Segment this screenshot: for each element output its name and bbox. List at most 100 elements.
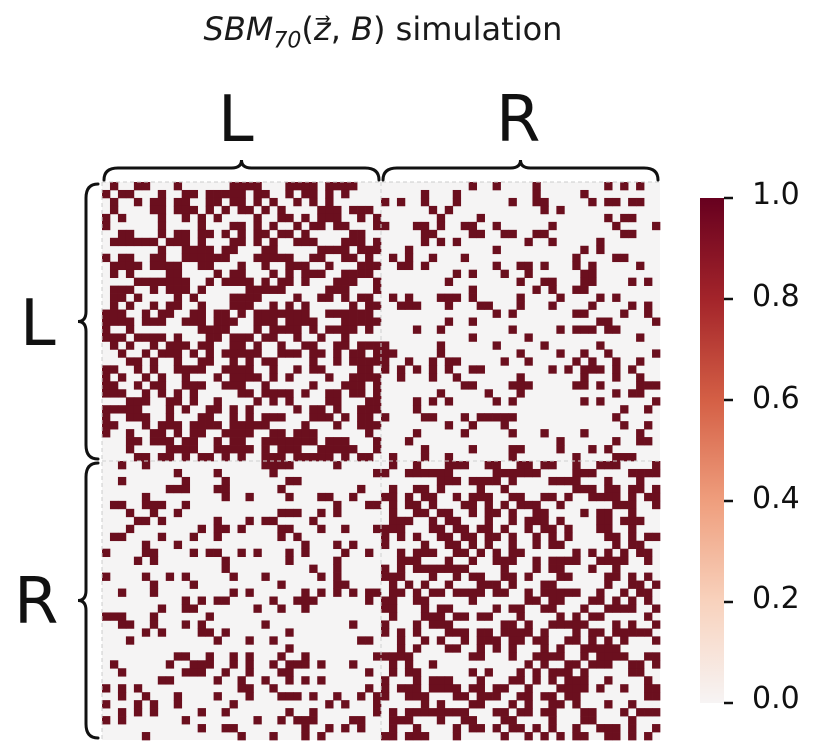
heatmap-cells: [102, 182, 661, 741]
heatmap-cell: [165, 341, 175, 350]
heatmap-cell: [540, 652, 549, 661]
heatmap-cell: [404, 708, 414, 717]
heatmap-cell: [508, 652, 517, 661]
heatmap-cell: [197, 429, 206, 438]
heatmap-cell: [365, 301, 374, 310]
heatmap-cell: [612, 373, 621, 382]
heatmap-cell: [285, 461, 294, 470]
colorbar-tick-label: 0.8: [752, 279, 800, 314]
heatmap-cell: [165, 572, 175, 581]
heatmap-cell: [261, 189, 270, 199]
heatmap-cell: [436, 325, 446, 334]
heatmap-cell: [157, 205, 167, 215]
heatmap-cell: [229, 413, 238, 422]
heatmap-cell: [492, 692, 501, 701]
heatmap-cell: [325, 205, 334, 215]
heatmap-cell: [357, 229, 366, 239]
heatmap-cell: [524, 468, 533, 478]
heatmap-cell: [412, 484, 422, 494]
heatmap-cell: [141, 389, 151, 398]
heatmap-cell: [285, 277, 294, 286]
heatmap-cell: [173, 237, 183, 247]
heatmap-cell: [245, 293, 254, 302]
heatmap-cell: [157, 604, 167, 613]
heatmap-cell: [189, 381, 199, 390]
heatmap-cell: [420, 596, 430, 605]
heatmap-cell: [333, 213, 342, 223]
heatmap-cell: [325, 453, 334, 462]
heatmap-cell: [516, 349, 525, 358]
heatmap-cell: [189, 532, 199, 542]
heatmap-cell: [157, 317, 167, 326]
heatmap-cell: [221, 453, 230, 462]
heatmap-cell: [333, 277, 342, 286]
heatmap-cell: [612, 461, 621, 470]
heatmap-cell: [476, 572, 485, 581]
heatmap-cell: [436, 588, 446, 597]
heatmap-cell: [269, 429, 278, 438]
heatmap-cell: [141, 413, 151, 422]
heatmap-cell: [412, 668, 422, 677]
heatmap-cell: [428, 413, 438, 422]
heatmap-cell: [237, 237, 246, 247]
heatmap-cell: [365, 205, 374, 215]
heatmap-cell: [221, 628, 230, 637]
heatmap-cell: [572, 261, 581, 271]
heatmap-cell: [556, 516, 565, 526]
heatmap-cell: [309, 596, 318, 605]
heatmap-cell: [620, 253, 629, 263]
heatmap-cell: [540, 524, 549, 534]
heatmap-cell: [245, 389, 254, 398]
heatmap-cell: [436, 508, 446, 518]
heatmap-cell: [532, 182, 541, 191]
heatmap-cell: [476, 652, 485, 661]
heatmap-cell: [452, 644, 462, 653]
heatmap-cell: [492, 261, 501, 271]
heatmap-cell: [301, 189, 310, 199]
heatmap-cell: [588, 197, 597, 207]
heatmap-cell: [333, 397, 342, 406]
heatmap-cell: [365, 365, 374, 374]
heatmap-cell: [556, 612, 565, 621]
heatmap-cell: [365, 373, 374, 382]
heatmap-cell: [428, 548, 438, 558]
heatmap-cell: [117, 668, 127, 677]
heatmap-cell: [317, 445, 326, 454]
heatmap-cell: [205, 197, 214, 207]
heatmap-cell: [325, 293, 334, 302]
heatmap-cell: [237, 261, 246, 271]
heatmap-cell: [102, 429, 111, 438]
heatmap-cell: [125, 405, 135, 414]
heatmap-cell: [197, 421, 206, 430]
heatmap-cell: [564, 588, 573, 597]
heatmap-cell: [253, 197, 262, 207]
heatmap-cell: [253, 221, 262, 231]
heatmap-cell: [596, 508, 605, 518]
heatmap-cell: [253, 548, 262, 558]
heatmap-cell: [388, 293, 398, 302]
heatmap-cell: [245, 205, 254, 215]
heatmap-cell: [644, 652, 653, 661]
heatmap-cell: [381, 468, 390, 478]
heatmap-cell: [572, 692, 581, 701]
heatmap-cell: [229, 197, 238, 207]
heatmap-cell: [165, 421, 175, 430]
brace-left: [77, 182, 100, 461]
heatmap-cell: [612, 596, 621, 605]
heatmap-cell: [277, 285, 286, 294]
heatmap-cell: [109, 532, 119, 542]
heatmap-cell: [333, 572, 342, 581]
heatmap-cell: [165, 484, 175, 494]
heatmap-cell: [580, 668, 589, 677]
heatmap-cell: [357, 293, 366, 302]
heatmap-cell: [612, 628, 621, 637]
heatmap-cell: [644, 468, 653, 478]
heatmap-cell: [500, 413, 509, 422]
heatmap-cell: [141, 421, 151, 430]
heatmap-cell: [117, 317, 127, 326]
heatmap-cell: [245, 684, 254, 693]
heatmap-cell: [620, 684, 629, 693]
heatmap-cell: [269, 389, 278, 398]
heatmap-cell: [556, 293, 565, 302]
heatmap-cell: [540, 604, 549, 613]
